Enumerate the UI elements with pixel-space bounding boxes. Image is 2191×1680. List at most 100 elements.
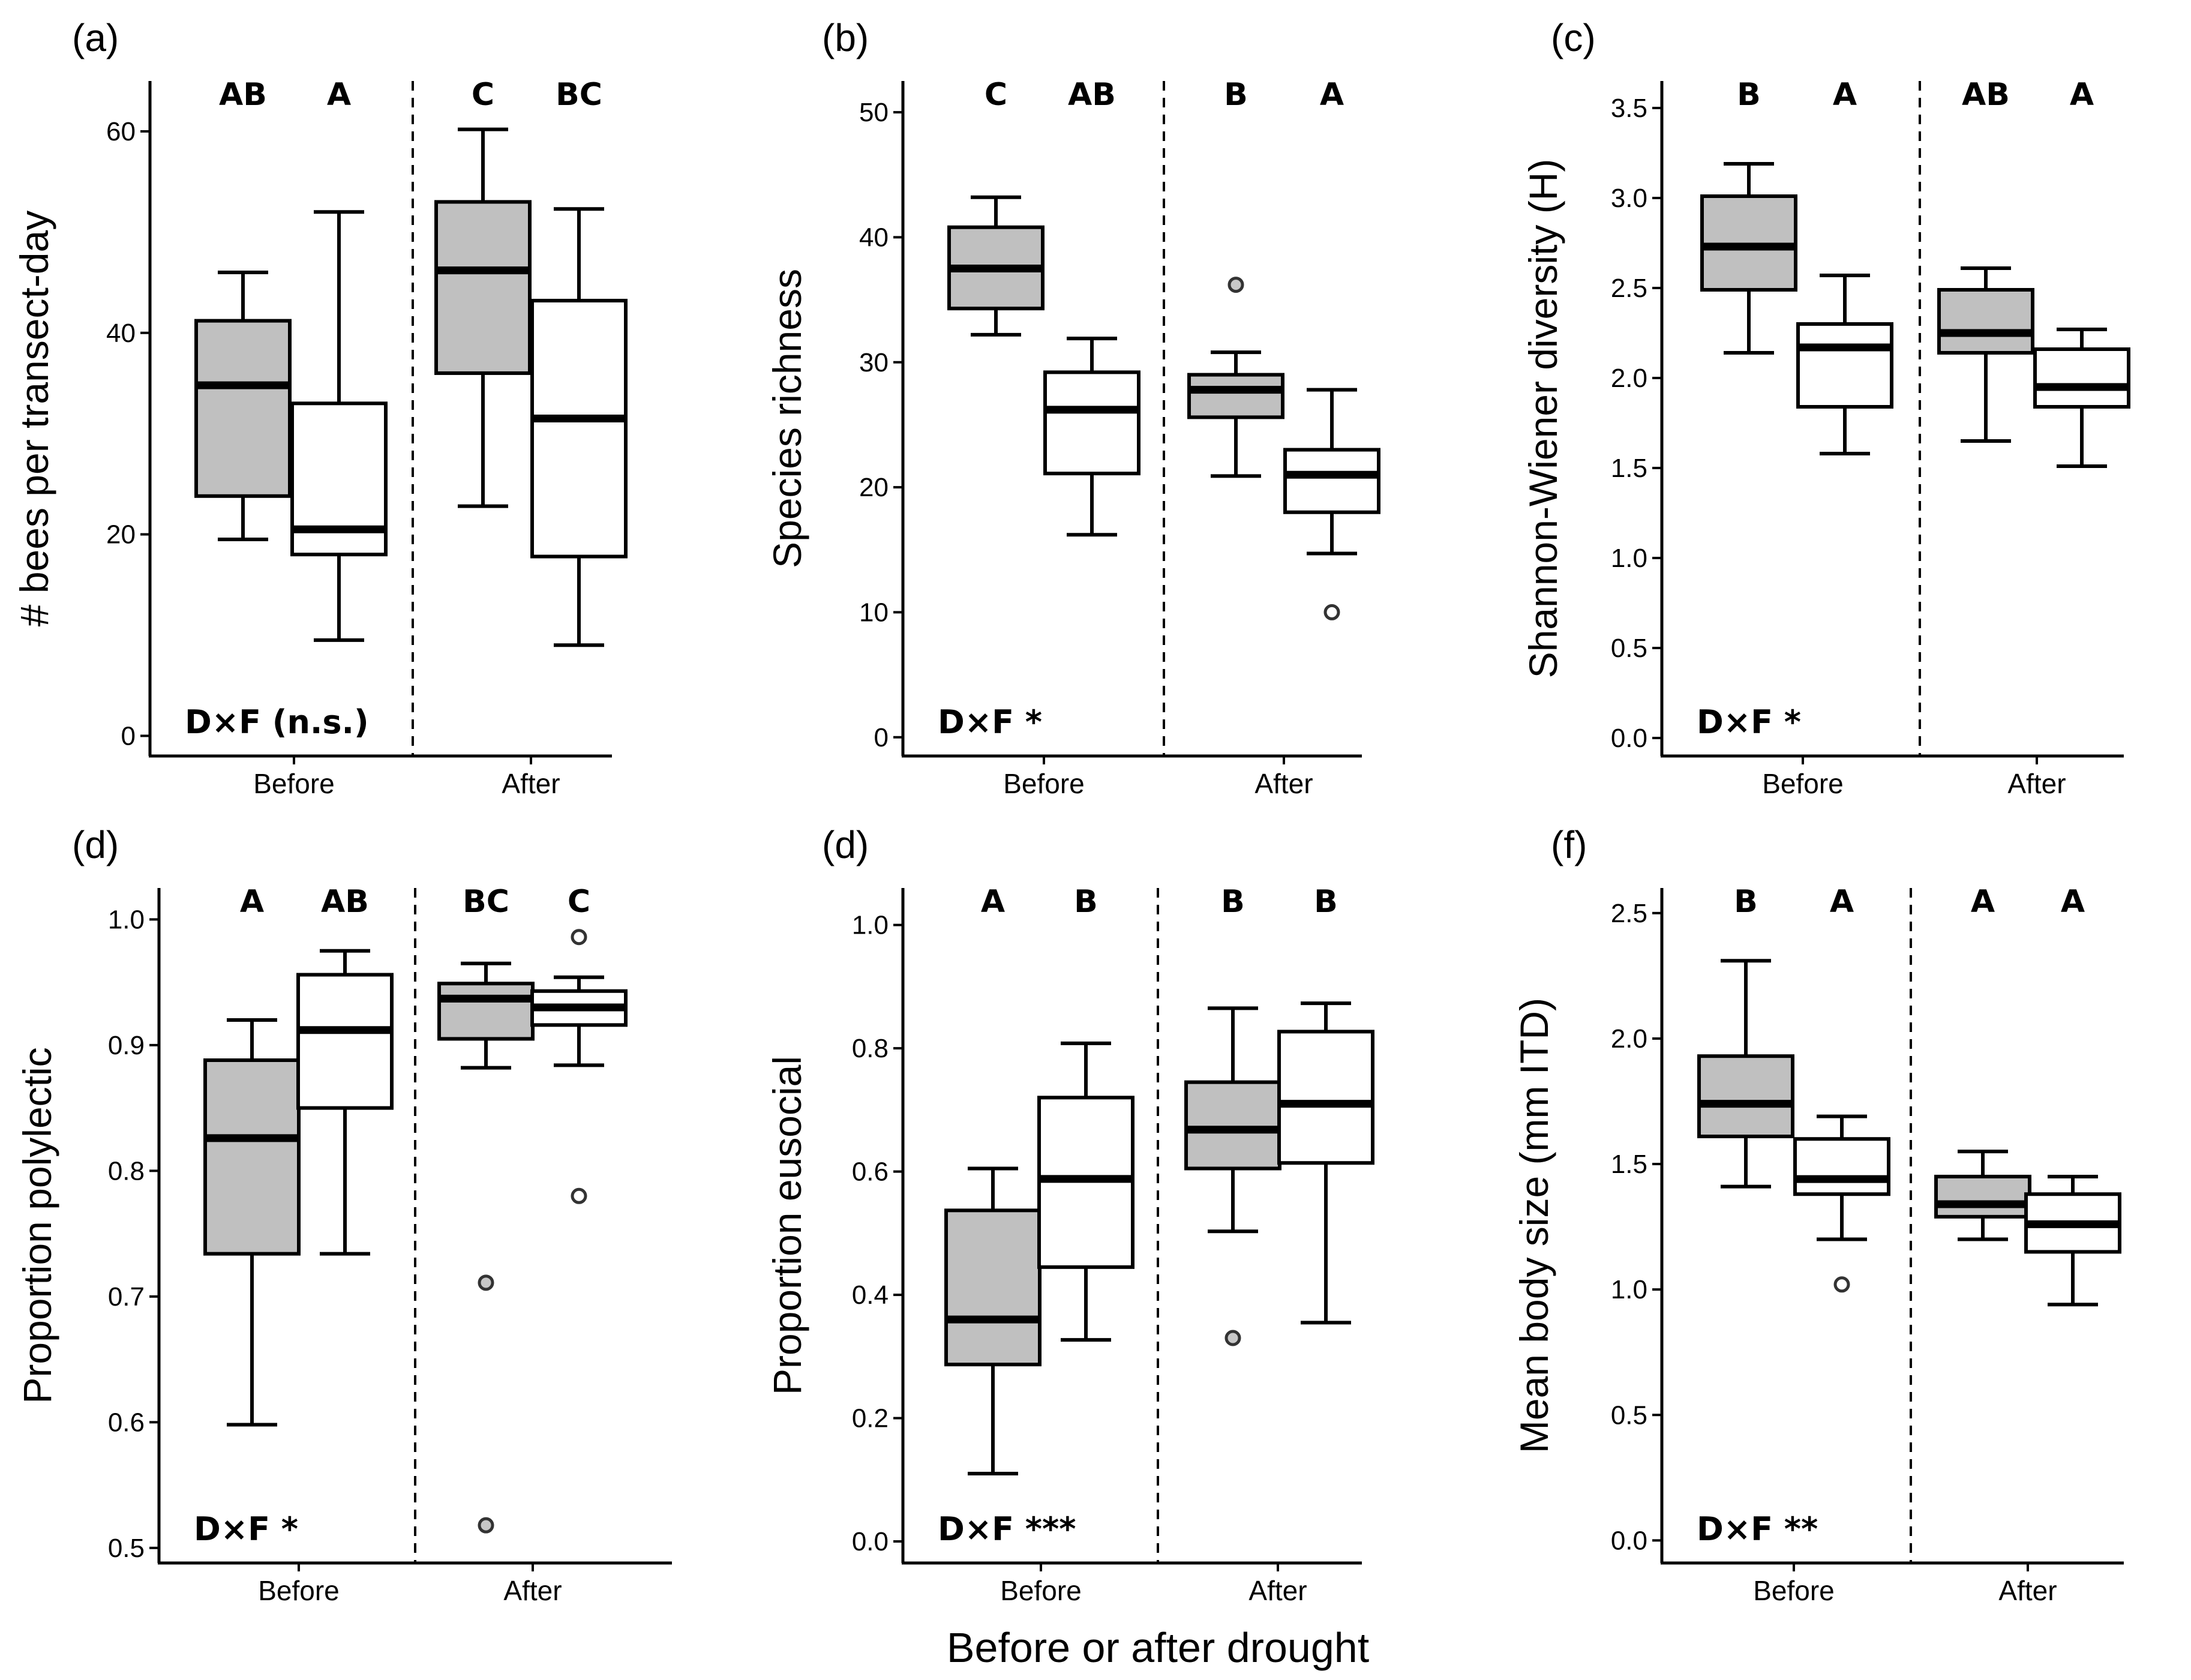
panel-label: (f) xyxy=(1551,823,1587,866)
outlier-point xyxy=(1224,1330,1241,1346)
boxplot-3: C xyxy=(434,77,532,508)
y-tick-label: 1.0 xyxy=(1611,1275,1647,1304)
y-tick-label: 40 xyxy=(859,223,889,252)
y-tick-label: 1.0 xyxy=(108,905,145,934)
x-axis-title: Before or after drought xyxy=(947,1624,1369,1671)
y-axis-label: Shannon-Wiener diversity (H) xyxy=(1521,159,1565,679)
significance-letter: AB xyxy=(321,884,369,920)
significance-letter: B xyxy=(1074,884,1098,920)
y-tick-label: 0.0 xyxy=(1611,1526,1647,1555)
outlier-point xyxy=(1833,1276,1850,1293)
y-tick-label: 2.0 xyxy=(1611,364,1647,393)
box-iqr xyxy=(944,1208,1042,1367)
y-tick-label: 0.9 xyxy=(108,1031,145,1060)
outlier-point xyxy=(1227,277,1244,293)
significance-letter: A xyxy=(1971,884,1995,920)
significance-letter: A xyxy=(2070,77,2094,113)
interaction-annotation: D×F * xyxy=(1697,703,1801,741)
y-axis-label: Species richness xyxy=(765,269,809,568)
y-tick-label: 40 xyxy=(106,319,136,348)
x-category-label: Before xyxy=(253,768,335,799)
panel-label: (c) xyxy=(1551,16,1596,59)
significance-letter: A xyxy=(1320,77,1344,113)
outlier-point xyxy=(478,1274,494,1291)
significance-letter: C xyxy=(985,77,1007,113)
boxplot-3: B xyxy=(1184,884,1281,1346)
y-tick-label: 0.5 xyxy=(108,1534,145,1563)
boxplot-4: B xyxy=(1277,884,1374,1325)
significance-letter: A xyxy=(981,884,1005,920)
significance-letter: A xyxy=(327,77,351,113)
outlier-point xyxy=(571,1187,587,1204)
y-tick-label: 20 xyxy=(859,473,889,502)
x-category-label: After xyxy=(1254,768,1313,799)
y-tick-label: 50 xyxy=(859,98,889,127)
y-tick-label: 2.0 xyxy=(1611,1024,1647,1054)
boxplot-2: A xyxy=(290,77,388,642)
box-iqr xyxy=(1934,1174,2031,1219)
y-axis-label: # bees per transect-day xyxy=(12,211,56,626)
y-tick-label: 20 xyxy=(106,520,136,550)
significance-letter: A xyxy=(1830,884,1854,920)
panel-4: (d) Proportion polylectic 0.5 0.6 0.7 0.8 0.9 1… xyxy=(15,823,672,1606)
x-category-label: Before xyxy=(1762,768,1844,799)
box-iqr xyxy=(194,319,292,498)
box-iqr xyxy=(1796,322,1893,409)
box-iqr xyxy=(1043,370,1140,476)
panel-3: (c) Shannon-Wiener diversity (H) 0.0 0.5 1.0… xyxy=(1521,16,2130,799)
panel-label: (d) xyxy=(72,823,119,866)
boxplot-3: B xyxy=(1187,77,1284,478)
y-tick-label: 0 xyxy=(121,721,136,751)
y-tick-label: 0.5 xyxy=(1611,1400,1647,1430)
y-tick-label: 0.8 xyxy=(108,1156,145,1186)
significance-letter: A xyxy=(2061,884,2085,920)
y-tick-label: 0.5 xyxy=(1611,634,1647,663)
interaction-annotation: D×F ** xyxy=(1697,1510,1818,1548)
significance-letter: B xyxy=(1221,884,1245,920)
significance-letter: B xyxy=(1737,77,1761,113)
y-tick-label: 1.5 xyxy=(1611,454,1647,483)
y-tick-label: 0.6 xyxy=(852,1157,889,1187)
boxplot-1: C xyxy=(947,77,1045,337)
box-iqr xyxy=(1277,1030,1374,1165)
box-iqr xyxy=(437,982,535,1041)
y-tick-label: 30 xyxy=(859,348,889,377)
x-category-label: Before xyxy=(258,1575,340,1606)
box-iqr xyxy=(1793,1137,1890,1196)
boxplot-4: C xyxy=(530,884,628,1204)
significance-letter: B xyxy=(1314,884,1338,920)
box-iqr xyxy=(203,1058,301,1256)
boxplot-4: BC xyxy=(530,77,628,647)
x-category-label: After xyxy=(1998,1575,2057,1606)
y-tick-label: 0.4 xyxy=(852,1280,889,1310)
y-axis-label: Proportion eusocial xyxy=(765,1056,809,1395)
y-tick-label: 3.0 xyxy=(1611,184,1647,213)
boxplot-2: A xyxy=(1793,884,1890,1293)
panel-label: (b) xyxy=(822,16,869,59)
boxplot-2: A xyxy=(1796,77,1893,455)
panel-6: (f) Mean body size (mm ITD) 0.0 0.5 1.0 1.5 2.… xyxy=(1512,823,2124,1606)
outlier-point xyxy=(571,929,587,946)
x-category-label: Before xyxy=(1000,1575,1082,1606)
y-tick-label: 0.0 xyxy=(852,1527,889,1556)
y-tick-label: 1.0 xyxy=(1611,544,1647,573)
y-tick-label: 1.0 xyxy=(852,911,889,940)
y-tick-label: 3.5 xyxy=(1611,94,1647,123)
box-iqr xyxy=(1697,1054,1794,1139)
significance-letter: B xyxy=(1734,884,1758,920)
box-iqr xyxy=(1187,373,1284,419)
boxplot-4: A xyxy=(2024,884,2121,1307)
y-tick-label: 0.6 xyxy=(108,1408,145,1437)
x-category-label: After xyxy=(2007,768,2066,799)
outlier-point xyxy=(478,1517,494,1534)
boxplot-3: AB xyxy=(1937,77,2034,443)
significance-letter: BC xyxy=(556,77,602,113)
y-tick-label: 0 xyxy=(874,723,889,752)
panel-2: (b) Species richness 0 10 20 30 40 50 Before Afte… xyxy=(765,16,1380,799)
significance-letter: AB xyxy=(1962,77,2010,113)
box-iqr xyxy=(530,299,628,559)
interaction-annotation: D×F * xyxy=(938,703,1042,741)
x-category-label: Before xyxy=(1753,1575,1835,1606)
boxplot-3: BC xyxy=(437,884,535,1534)
